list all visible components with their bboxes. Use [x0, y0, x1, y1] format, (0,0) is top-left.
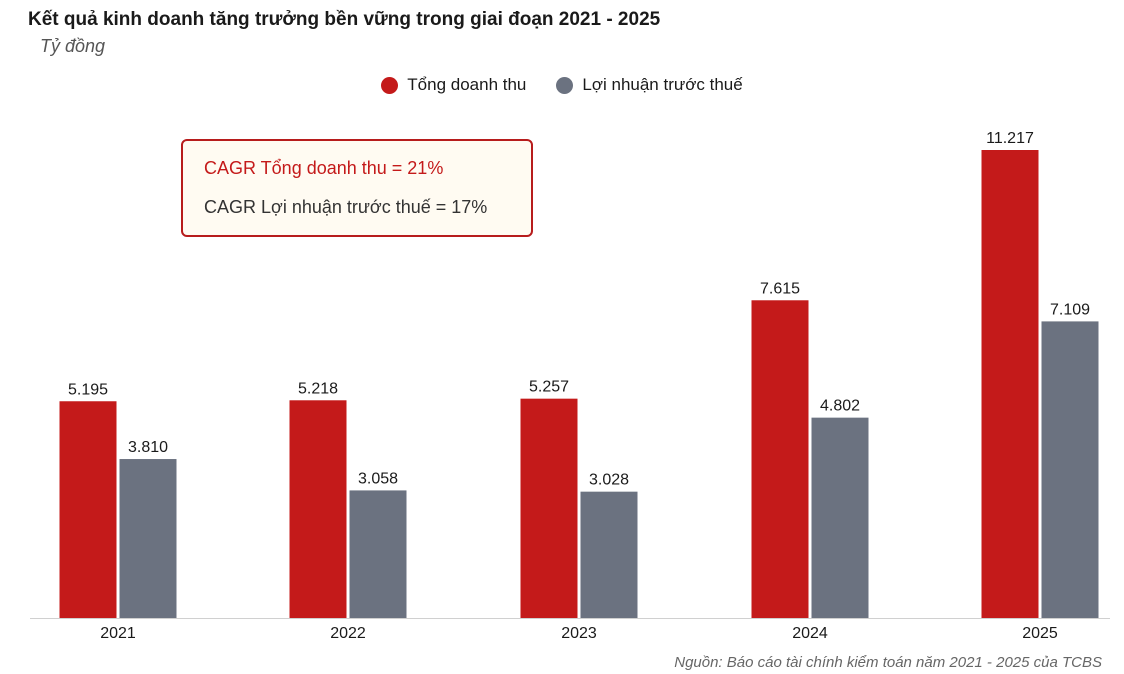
data-label-revenue-2023: 5.257: [529, 379, 569, 396]
bar-profit-2024: [811, 417, 869, 618]
x-tick-label-2024: 2024: [792, 625, 828, 642]
chart-title: Kết quả kinh doanh tăng trưởng bền vững …: [28, 9, 661, 30]
bar-revenue-2023: [520, 398, 578, 618]
data-label-revenue-2022: 5.218: [298, 380, 338, 397]
bar-profit-2021: [119, 459, 177, 618]
x-tick-label-2023: 2023: [561, 625, 597, 642]
x-tick-label-2021: 2021: [100, 625, 136, 642]
legend-label-revenue: Tổng doanh thu: [407, 75, 527, 94]
data-label-profit-2022: 3.058: [358, 470, 398, 487]
bar-profit-2023: [580, 491, 638, 618]
data-label-revenue-2025: 11.217: [986, 130, 1034, 147]
chart-subtitle: Tỷ đồng: [40, 36, 106, 56]
data-label-profit-2024: 4.802: [820, 398, 860, 415]
bar-profit-2022: [349, 490, 407, 618]
legend: Tổng doanh thu Lợi nhuận trước thuế: [0, 75, 1124, 95]
data-label-profit-2021: 3.810: [128, 439, 168, 456]
cagr-revenue-text: CAGR Tổng doanh thu = 21%: [204, 158, 444, 178]
cagr-profit-text: CAGR Lợi nhuận trước thuế = 17%: [204, 197, 488, 217]
legend-dot-revenue-icon: [381, 76, 399, 94]
x-tick-label-2025: 2025: [1022, 625, 1058, 642]
bar-revenue-2022: [289, 400, 347, 618]
legend-label-profit: Lợi nhuận trước thuế: [582, 75, 743, 94]
source-note: Nguồn: Báo cáo tài chính kiểm toán năm 2…: [674, 654, 1102, 671]
data-label-revenue-2024: 7.615: [760, 280, 800, 297]
legend-dot-profit-icon: [556, 76, 574, 94]
bar-revenue-2025: [981, 150, 1039, 618]
data-label-profit-2025: 7.109: [1050, 301, 1090, 318]
data-label-profit-2023: 3.028: [589, 472, 629, 489]
x-tick-label-2022: 2022: [330, 625, 366, 642]
legend-item-profit: Lợi nhuận trước thuế: [556, 75, 743, 95]
bar-revenue-2021: [59, 401, 117, 618]
cagr-annotation-box: CAGR Tổng doanh thu = 21% CAGR Lợi nhuận…: [181, 139, 533, 237]
data-label-revenue-2021: 5.195: [68, 381, 108, 398]
bar-revenue-2024: [751, 300, 809, 618]
bar-profit-2025: [1041, 321, 1099, 618]
legend-item-revenue: Tổng doanh thu: [381, 75, 526, 95]
